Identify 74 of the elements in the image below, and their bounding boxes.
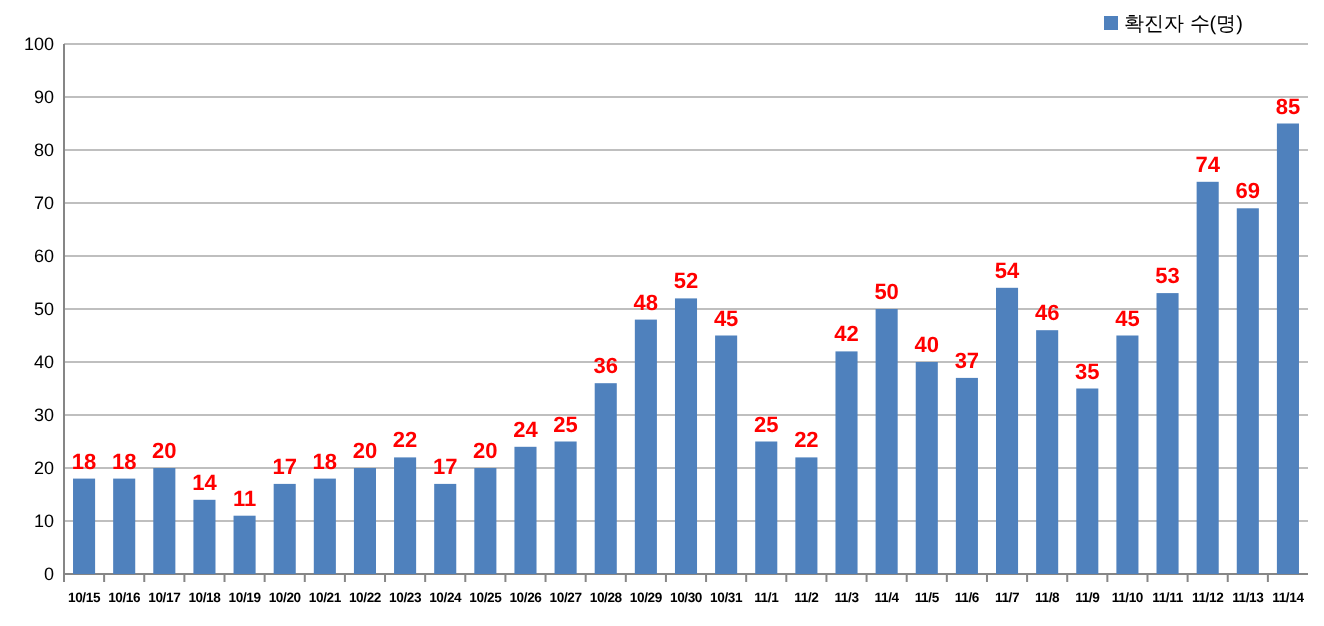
data-label: 11 [232, 487, 257, 512]
data-label: 25 [754, 413, 779, 438]
bar [715, 335, 738, 574]
bar [153, 468, 176, 574]
data-label: 42 [834, 323, 859, 348]
bar [353, 468, 376, 574]
bar [514, 446, 537, 574]
bar [113, 478, 136, 574]
data-label: 18 [71, 450, 97, 475]
y-tick-label: 0 [43, 564, 54, 584]
y-tick-label: 100 [23, 34, 54, 54]
y-tick-label: 60 [33, 246, 54, 266]
y-tick-label: 80 [33, 140, 54, 160]
legend-label: 확진자 수(명) [1124, 14, 1243, 36]
y-tick-label: 10 [33, 511, 54, 531]
bar [1116, 335, 1139, 574]
data-label: 74 [1195, 153, 1222, 178]
bar [554, 441, 577, 574]
data-label: 18 [312, 450, 338, 475]
y-tick-label: 70 [33, 193, 54, 213]
data-label: 48 [633, 291, 659, 316]
bar [273, 483, 296, 574]
y-tick-label: 20 [33, 458, 54, 478]
bar [755, 441, 778, 574]
y-tick-label: 30 [33, 405, 54, 425]
data-label: 35 [1075, 360, 1100, 385]
data-label: 17 [432, 455, 458, 480]
bar [193, 499, 216, 574]
bar [594, 383, 617, 574]
data-label: 24 [513, 418, 540, 443]
data-label: 46 [1034, 302, 1060, 327]
bar [674, 298, 698, 574]
bar [1276, 123, 1299, 574]
data-label: 45 [1115, 307, 1140, 332]
data-label: 36 [593, 355, 618, 380]
data-label: 53 [1155, 265, 1180, 290]
bar [394, 457, 417, 574]
bar [955, 377, 978, 574]
data-label: 22 [392, 429, 418, 454]
data-label: 52 [673, 270, 699, 295]
bar [795, 457, 818, 574]
data-label: 17 [272, 455, 297, 480]
bar [875, 309, 898, 574]
y-tick-label: 40 [33, 352, 54, 372]
data-label: 50 [874, 281, 899, 305]
bar [1156, 293, 1179, 574]
bar [313, 478, 336, 574]
bar [233, 515, 256, 574]
data-label: 25 [553, 413, 578, 438]
data-label: 18 [111, 450, 137, 475]
data-label: 85 [1275, 95, 1301, 120]
bar [434, 483, 457, 574]
bar [1236, 208, 1259, 574]
y-tick-label: 90 [33, 87, 54, 107]
y-tick-label: 50 [33, 299, 54, 319]
data-label: 20 [473, 440, 498, 464]
bar [474, 468, 497, 574]
bar [73, 478, 96, 574]
bar [1076, 388, 1099, 574]
data-label: 45 [713, 307, 739, 332]
data-label: 20 [352, 440, 378, 464]
bar [835, 351, 858, 574]
bar [1196, 181, 1219, 574]
data-label: 22 [794, 429, 819, 454]
data-label: 54 [994, 259, 1022, 284]
bar [634, 319, 657, 574]
data-label: 40 [914, 334, 940, 358]
data-label: 69 [1235, 180, 1261, 205]
bar [996, 287, 1019, 574]
bar [1036, 330, 1059, 574]
data-label: 14 [192, 471, 219, 496]
data-label: 37 [954, 349, 980, 374]
bar [915, 362, 938, 574]
data-label: 20 [152, 440, 177, 464]
